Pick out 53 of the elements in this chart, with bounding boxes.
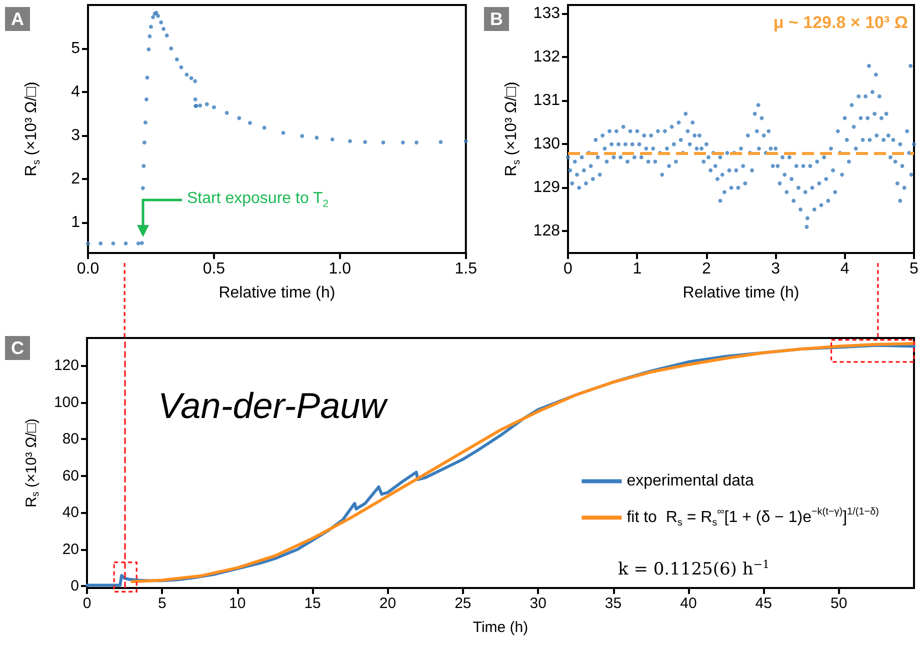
- x-tick-label: 35: [604, 595, 622, 612]
- y-tick-label: 120: [54, 357, 79, 374]
- y-tick-label: 3: [71, 127, 80, 144]
- annotation: Van-der-Pauw: [158, 385, 386, 427]
- x-tick-label: 1.0: [328, 260, 352, 278]
- x-tick-label: 4: [840, 260, 850, 278]
- x-axis-title: Relative time (h): [218, 284, 336, 302]
- x-tick-label: 15: [304, 595, 321, 612]
- x-tick-label: 30: [530, 595, 546, 612]
- y-tick-label: 133: [533, 5, 560, 22]
- y-tick-label: 20: [62, 540, 79, 558]
- x-tick-label: 45: [755, 595, 772, 612]
- text: C: [5, 336, 30, 360]
- x-tick-label: 3: [771, 260, 780, 278]
- y-tick-label: 130: [533, 136, 560, 153]
- y-tick-label: 2: [71, 170, 80, 188]
- y-tick-label: 132: [533, 48, 560, 66]
- y-tick-label: 60: [62, 467, 79, 484]
- y-axis-title: Rs (×10³ Ω/□): [22, 418, 42, 508]
- y-tick-label: 1: [71, 214, 80, 232]
- y-tick-label: 5: [71, 40, 80, 58]
- x-tick-label: 0: [82, 595, 92, 612]
- x-tick-label: 5: [158, 595, 166, 612]
- y-axis-title: Rs (×10³ Ω/□): [23, 82, 42, 176]
- y-axis-title: Rs (×10³ Ω/□): [503, 82, 522, 176]
- x-tick-label: 20: [379, 595, 396, 612]
- legend-label: experimental data: [626, 472, 754, 490]
- y-tick-label: 128: [533, 222, 560, 240]
- x-tick-label: 0.5: [202, 260, 226, 278]
- x-tick-label: 50: [830, 595, 848, 612]
- text: B: [484, 7, 509, 31]
- ref-line-label: μ ~ 129.8 × 10³ Ω: [773, 13, 908, 33]
- x-tick-label: 5: [910, 260, 919, 278]
- y-tick-label: 4: [71, 84, 80, 101]
- y-tick-label: 129: [533, 179, 560, 196]
- x-tick-label: 1.5: [454, 260, 478, 278]
- x-tick-label: 25: [454, 595, 472, 612]
- y-tick-label: 100: [54, 394, 79, 411]
- x-axis-title: Relative time (h): [682, 284, 800, 302]
- text: A: [5, 7, 30, 31]
- x-tick-label: 10: [229, 595, 246, 612]
- y-tick-label: 40: [62, 504, 79, 522]
- x-tick-label: 2: [702, 260, 711, 278]
- x-tick-label: 0.0: [76, 260, 100, 278]
- x-tick-label: 1: [632, 260, 642, 278]
- y-tick-label: 131: [533, 92, 560, 110]
- annotation: Start exposure to T$_{2}$: [187, 190, 329, 210]
- y-tick-label: 0: [70, 578, 79, 595]
- x-axis-title: Time (h): [472, 619, 528, 636]
- x-tick-label: 40: [680, 595, 697, 612]
- annotation: k = 0.1125(6) h$^{−1}$: [618, 558, 770, 580]
- x-tick-label: 0: [564, 260, 573, 278]
- y-tick-label: 80: [62, 430, 79, 448]
